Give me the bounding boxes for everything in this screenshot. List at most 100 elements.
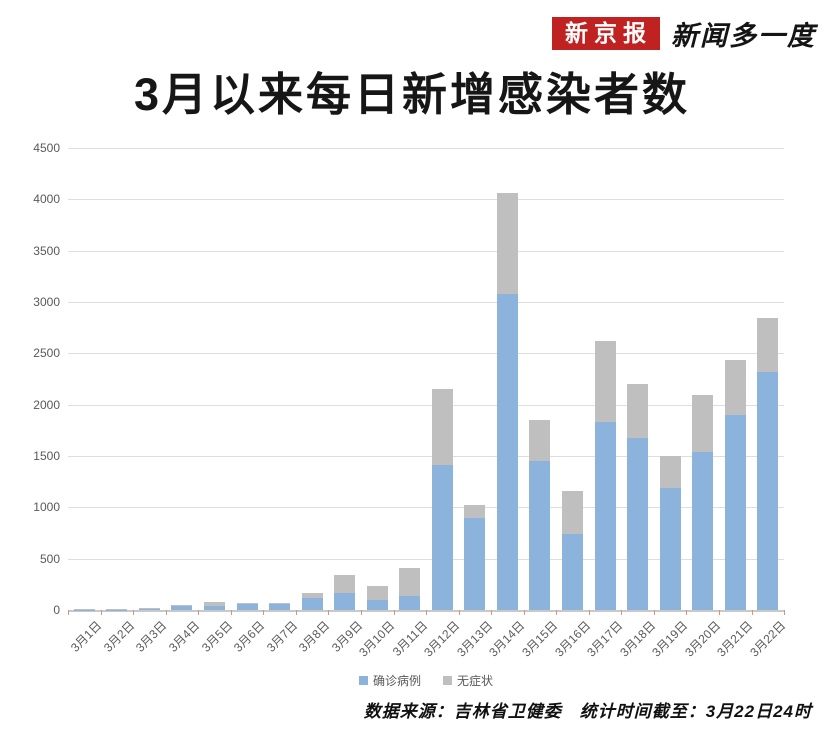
x-axis-label-3月12日: 3月12日	[421, 618, 463, 660]
bar-3月4日	[171, 604, 193, 610]
x-axis-label-3月13日: 3月13日	[454, 618, 496, 660]
x-axis-label-3月15日: 3月15日	[519, 618, 561, 660]
x-axis-label-3月3日: 3月3日	[133, 618, 170, 655]
gridline-4000	[68, 199, 784, 201]
x-axis-tick	[68, 610, 69, 615]
bar-3月9日	[334, 575, 356, 610]
bar-segment-确诊病例	[529, 460, 551, 610]
y-axis-label-3500: 3500	[33, 243, 60, 258]
bar-segment-无症状	[594, 340, 616, 422]
bar-segment-确诊病例	[659, 487, 681, 610]
x-axis-label-3月6日: 3月6日	[230, 618, 268, 655]
bar-3月5日	[204, 602, 225, 610]
y-axis-label-500: 500	[39, 551, 60, 566]
bar-3月18日	[627, 383, 648, 610]
y-axis-label-4500: 4500	[33, 141, 60, 155]
y-axis-label-2000: 2000	[33, 397, 60, 412]
bar-3月20日	[692, 394, 714, 610]
bar-segment-确诊病例	[399, 596, 421, 610]
gridline-3500	[68, 250, 784, 252]
bar-segment-无症状	[464, 504, 486, 519]
bar-segment-无症状	[269, 602, 290, 604]
bar-segment-无症状	[106, 609, 128, 610]
bar-segment-确诊病例	[236, 604, 258, 610]
logo-tagline: 新闻多一度	[671, 21, 816, 51]
chart-legend: 确诊病例 无症状	[68, 672, 784, 689]
legend-label: 确诊病例	[372, 674, 421, 688]
bar-segment-确诊病例	[106, 609, 128, 610]
bar-segment-确诊病例	[73, 609, 95, 610]
x-axis-label-3月14日: 3月14日	[486, 618, 528, 660]
y-axis-label-1000: 1000	[33, 500, 60, 515]
x-axis-tick	[165, 610, 167, 615]
bar-segment-无症状	[236, 603, 258, 605]
x-axis-tick	[718, 610, 720, 615]
gridline-2000	[68, 404, 784, 406]
bar-segment-确诊病例	[562, 533, 583, 610]
y-axis-label-2500: 2500	[33, 346, 60, 361]
bar-segment-确诊病例	[431, 465, 453, 610]
page-title: 3月以来每日新增感染者数	[133, 69, 691, 120]
bar-segment-无症状	[366, 586, 388, 600]
y-axis-label-0: 0	[53, 603, 60, 617]
x-axis-tick	[653, 610, 655, 615]
x-axis-tick	[458, 610, 460, 615]
bar-segment-无症状	[171, 604, 193, 606]
x-axis-label-3月4日: 3月4日	[165, 618, 203, 655]
bar-segment-无症状	[724, 360, 746, 415]
x-axis-label-3月21日: 3月21日	[714, 618, 756, 660]
bar-3月13日	[464, 504, 486, 610]
bar-3月16日	[562, 491, 583, 610]
gridline-3000	[68, 302, 784, 303]
legend-swatch-icon	[443, 676, 452, 685]
x-axis-tick	[751, 610, 753, 615]
x-axis-tick	[784, 610, 785, 615]
x-axis-tick	[360, 610, 362, 615]
x-axis-tick	[198, 610, 200, 615]
bar-3月19日	[659, 456, 681, 610]
x-axis-label-3月5日: 3月5日	[198, 618, 235, 655]
x-axis-label-3月20日: 3月20日	[681, 618, 723, 660]
x-axis-tick	[328, 610, 330, 615]
legend-item-无症状: 无症状	[443, 672, 493, 689]
x-axis-tick	[100, 610, 102, 615]
bar-segment-无症状	[301, 593, 323, 598]
x-axis-label-3月7日: 3月7日	[263, 618, 300, 655]
x-axis-tick	[133, 610, 135, 615]
bar-segment-确诊病例	[757, 371, 779, 610]
beijing-news-logo: 新京报	[552, 16, 660, 51]
bar-3月11日	[399, 567, 421, 610]
bar-segment-确诊病例	[594, 421, 616, 610]
x-axis-tick	[230, 610, 232, 615]
stacked-bar-chart: 0 500 1000 1500 2000 2500 3000 3500 4000 4500 3月1日…	[0, 135, 824, 695]
bar-3月1日	[73, 609, 95, 610]
bar-segment-确诊病例	[724, 414, 746, 610]
bar-3月17日	[594, 340, 616, 610]
bar-segment-确诊病例	[496, 294, 518, 610]
x-axis-tick	[523, 610, 525, 615]
legend-label: 无症状	[457, 674, 494, 688]
x-axis-label-3月8日: 3月8日	[296, 618, 333, 655]
gridline-500	[68, 558, 784, 560]
x-axis-label-3月18日: 3月18日	[616, 618, 658, 660]
x-axis-label-3月1日: 3月1日	[68, 618, 105, 655]
bar-3月10日	[366, 586, 388, 610]
bar-3月6日	[236, 603, 258, 610]
x-axis-tick	[621, 610, 623, 615]
bar-segment-无症状	[73, 609, 95, 610]
bar-segment-无症状	[399, 567, 421, 597]
bar-segment-确诊病例	[366, 599, 388, 610]
bar-3月22日	[757, 317, 779, 610]
bar-segment-无症状	[659, 456, 681, 488]
gridline-1500	[68, 456, 784, 457]
x-axis-label-3月10日: 3月10日	[356, 618, 398, 660]
bar-segment-确诊病例	[692, 451, 714, 610]
bar-segment-无症状	[562, 491, 583, 534]
legend-item-确诊病例: 确诊病例	[358, 672, 421, 689]
bar-3月12日	[431, 388, 453, 610]
y-axis-label-3000: 3000	[33, 295, 60, 309]
gridline-1000	[68, 507, 784, 509]
data-source-note: 数据来源：吉林省卫健委 统计时间截至：3月22日24时	[363, 702, 812, 721]
bar-3月21日	[724, 360, 746, 610]
bar-segment-无症状	[757, 317, 779, 372]
